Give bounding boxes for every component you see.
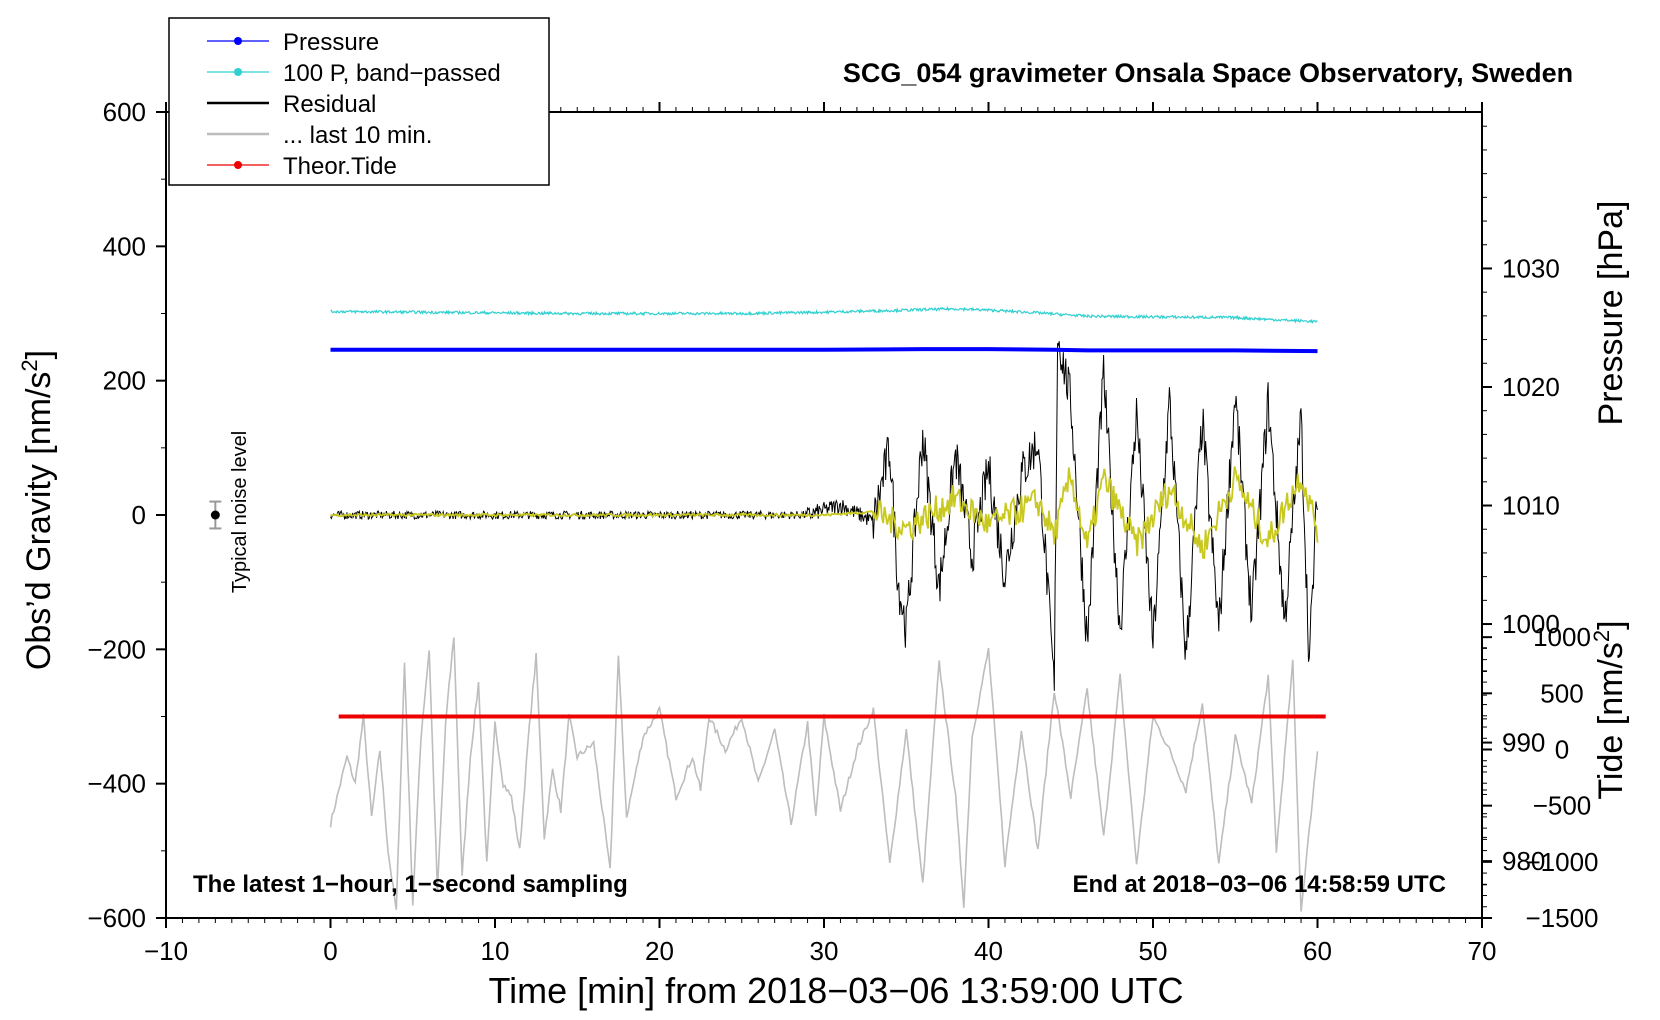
tide-tick-label: −1500: [1525, 903, 1598, 933]
x-tick-label: 20: [645, 936, 674, 966]
x-tick-label: −10: [144, 936, 188, 966]
plot-layer: [209, 306, 1326, 912]
pressure-axis-label: Pressure [hPa]: [1592, 201, 1630, 426]
y-tick-label: 200: [103, 366, 146, 396]
y-axis-label-suffix: ]: [20, 350, 58, 359]
note-latest-hour: The latest 1−hour, 1−second sampling: [193, 871, 628, 898]
note-end-time: End at 2018−03−06 14:58:59 UTC: [1072, 871, 1446, 898]
legend-marker: [234, 68, 242, 76]
x-axis-label: Time [min] from 2018−03−06 13:59:00 UTC: [488, 970, 1183, 1011]
legend-marker: [234, 161, 242, 169]
series-pressure-bandpassed: [330, 306, 1318, 324]
y-axis-label-superscript: 2: [17, 359, 42, 371]
y-tick-label: 600: [103, 97, 146, 127]
x-tick-label: 60: [1303, 936, 1332, 966]
legend-label: Theor.Tide: [283, 153, 397, 180]
x-tick-label: 50: [1139, 936, 1168, 966]
series-residual-smoothed: [330, 466, 1319, 560]
y-axis-label-text: Obs’d Gravity [nm/s: [20, 372, 58, 671]
pressure-tick-label: 1000: [1502, 609, 1560, 639]
x-tick-label: 10: [481, 936, 510, 966]
y-tick-label: 400: [103, 231, 146, 261]
legend-box: [168, 17, 550, 186]
noise-level-label: Typical noise level: [229, 431, 251, 593]
tide-axis-label-superscript: 2: [1589, 630, 1614, 642]
y-tick-label: −400: [87, 769, 146, 799]
legend: Pressure 100 P, band−passed Residual ... la…: [168, 17, 550, 186]
legend-label: Residual: [283, 91, 376, 118]
pressure-tick-label: 1010: [1502, 491, 1560, 521]
x-tick-label: 40: [974, 936, 1003, 966]
y-tick-label: 0: [132, 500, 146, 530]
tide-tick-label: 0: [1555, 735, 1569, 765]
pressure-tick-label: 1020: [1502, 372, 1560, 402]
pressure-tick-label: 1030: [1502, 253, 1560, 283]
y-tick-label: −600: [87, 903, 146, 933]
x-tick-label: 30: [810, 936, 839, 966]
chart-title: SCG_054 gravimeter Onsala Space Observat…: [843, 58, 1573, 88]
axes-layer: −10 0 10 20 30 40 50 60 706004002000−200−400−600…: [87, 97, 1598, 966]
x-tick-label: 70: [1468, 936, 1497, 966]
legend-label: ... last 10 min.: [283, 122, 432, 149]
tide-tick-label: 500: [1540, 678, 1583, 708]
tide-tick-label: −1000: [1525, 847, 1598, 877]
noise-dot: [210, 510, 220, 520]
legend-marker: [234, 37, 242, 45]
legend-label: Pressure: [283, 29, 379, 56]
series-pressure: [330, 347, 1318, 354]
tide-axis-label: Tide [nm/s2]: [1589, 620, 1630, 799]
pressure-tick-label: 990: [1502, 728, 1545, 758]
x-tick-label: 0: [323, 936, 337, 966]
tide-tick-label: 1000: [1533, 622, 1591, 652]
tide-axis-label-suffix: ]: [1592, 620, 1630, 629]
y-tick-label: −200: [87, 634, 146, 664]
series-residual: [330, 341, 1318, 691]
y-axis-label: Obs’d Gravity [nm/s2]: [17, 350, 58, 670]
tide-tick-label: −500: [1533, 791, 1592, 821]
legend-label: 100 P, band−passed: [283, 60, 501, 87]
tide-axis-label-text: Tide [nm/s: [1592, 642, 1630, 799]
pressure-tick-label: 980: [1502, 846, 1545, 876]
